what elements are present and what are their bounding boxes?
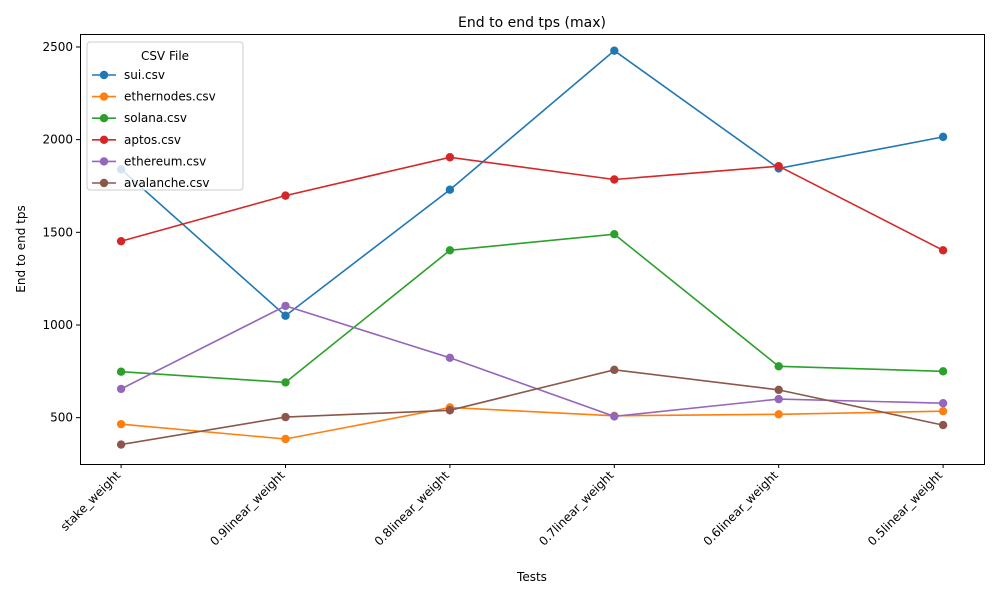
legend: CSV File sui.csv ethernodes.csv solana.csv… — [86, 41, 244, 191]
y-axis: 500 1000 1500 2000 2500 — [42, 40, 80, 425]
data-point — [445, 406, 455, 415]
series-line — [120, 49, 944, 317]
legend-marker — [99, 114, 109, 123]
series-line — [120, 368, 944, 446]
legend-label: ethereum.csv — [124, 154, 206, 168]
data-point — [281, 412, 290, 422]
data-point — [938, 420, 948, 430]
data-point — [281, 311, 290, 320]
data-point — [445, 246, 455, 255]
legend-box — [86, 41, 244, 191]
data-point — [116, 419, 126, 429]
data-point — [774, 394, 783, 404]
legend-label: aptos.csv — [124, 133, 181, 147]
legend-marker — [99, 70, 109, 80]
legend-label: sui.csv — [124, 68, 165, 82]
legend-label: solana.csv — [124, 111, 187, 125]
legend-marker — [99, 135, 109, 144]
data-point — [610, 412, 619, 421]
data-point — [610, 175, 619, 184]
data-point — [610, 229, 619, 239]
series-line — [121, 233, 944, 384]
series-layer — [116, 46, 948, 449]
y-tick-label: 1500 — [42, 225, 73, 239]
data-point — [445, 185, 455, 194]
legend-marker — [99, 157, 109, 166]
data-point — [116, 237, 126, 246]
data-point — [774, 385, 783, 395]
data-point — [774, 410, 783, 419]
legend-marker — [99, 92, 109, 101]
data-point — [938, 367, 948, 376]
data-point — [938, 399, 948, 408]
data-point — [938, 406, 948, 416]
legend-marker — [99, 178, 109, 188]
data-point — [938, 132, 948, 142]
plot-frame — [80, 34, 985, 465]
data-point — [281, 434, 290, 444]
data-point — [774, 161, 783, 171]
data-point — [610, 365, 619, 375]
y-tick-label: 2000 — [42, 133, 73, 147]
data-point — [116, 384, 126, 394]
data-point — [938, 246, 948, 255]
legend-title: CSV File — [141, 49, 189, 63]
data-point — [445, 153, 455, 162]
data-point — [281, 301, 290, 311]
series-line — [120, 305, 944, 418]
series-line — [120, 156, 944, 252]
data-point — [116, 440, 126, 449]
chart-title: End to end tps (max) — [458, 15, 606, 31]
data-point — [445, 353, 455, 362]
data-point — [281, 191, 290, 200]
y-tick-label: 500 — [50, 411, 73, 425]
x-axis-title: Tests — [516, 570, 547, 584]
data-point — [774, 362, 783, 371]
series-line — [121, 406, 944, 440]
data-point — [610, 46, 619, 55]
data-point — [116, 367, 126, 376]
y-tick-label: 1000 — [42, 318, 73, 332]
y-tick-label: 2500 — [42, 40, 73, 54]
data-point — [281, 378, 290, 387]
y-axis-title: End to end tps — [14, 205, 28, 292]
legend-label: avalanche.csv — [124, 176, 209, 190]
legend-label: ethernodes.csv — [124, 90, 216, 104]
